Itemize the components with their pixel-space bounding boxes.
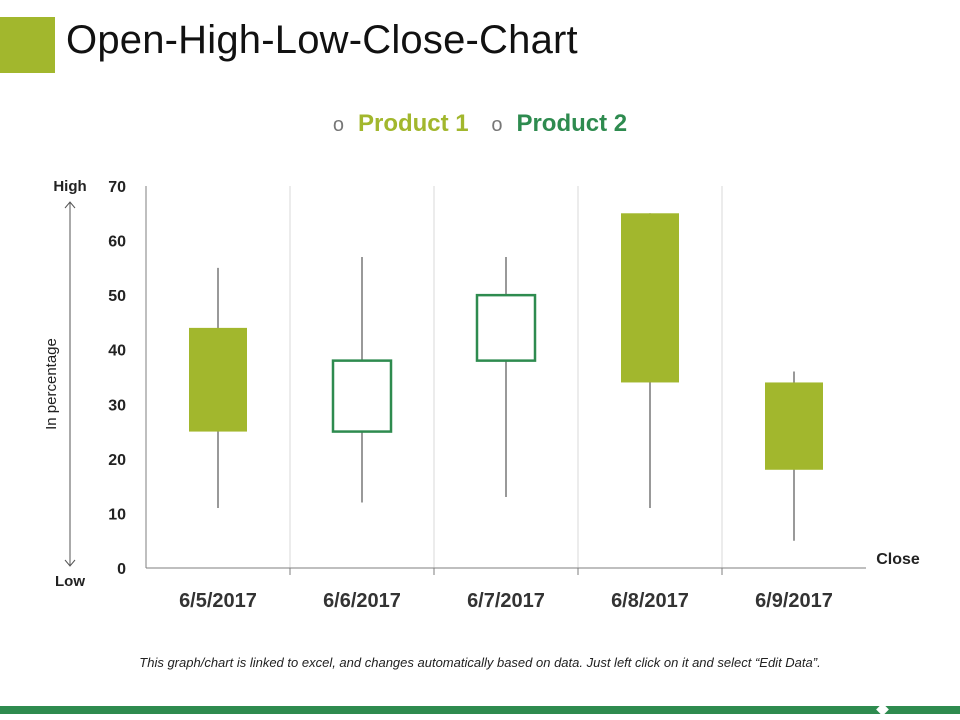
y-tick-label: 40 <box>108 343 126 360</box>
arrow-down-icon <box>64 559 76 567</box>
y-tick-label: 10 <box>108 506 126 523</box>
y-tick-label: 50 <box>108 288 126 305</box>
y-tick-label: 60 <box>108 234 126 251</box>
arrow-up-icon <box>64 201 76 209</box>
candle-body <box>189 327 247 432</box>
y-tick-label: 30 <box>108 397 126 414</box>
x-axis-title: Close <box>876 551 920 568</box>
footnote: This graph/chart is linked to excel, and… <box>139 655 821 670</box>
legend-label-product-1: Product 1 <box>357 110 469 137</box>
legend-marker-circle: o <box>332 114 344 136</box>
bottom-bar <box>0 706 960 714</box>
x-tick-label: 6/8/2017 <box>611 590 689 612</box>
candle-body <box>765 382 823 470</box>
legend-marker-circle: o <box>491 114 503 136</box>
ohlc-chart: 0 10 20 30 40 50 60 70 6/5/2017 6/6/2017 6/7/2017 6… <box>43 178 920 612</box>
y-tick-label: 70 <box>108 179 126 196</box>
y-high-label: High <box>53 178 86 195</box>
candle-body <box>475 293 537 362</box>
legend-item-product-2: o Product 2 <box>491 110 627 138</box>
y-low-label: Low <box>55 573 85 590</box>
y-tick-label: 20 <box>108 452 126 469</box>
chart-legend: o Product 1 o Product 2 <box>0 110 960 138</box>
x-tick-label: 6/9/2017 <box>755 590 833 612</box>
candle-body <box>331 359 393 433</box>
page-title: Open-High-Low-Close-Chart <box>66 18 578 62</box>
candle-body <box>621 213 679 383</box>
legend-item-product-1: o Product 1 <box>333 110 469 138</box>
y-tick-label: 0 <box>117 561 126 578</box>
x-tick-label: 6/5/2017 <box>179 590 257 612</box>
x-tick-label: 6/7/2017 <box>467 590 545 612</box>
x-tick-label: 6/6/2017 <box>323 590 401 612</box>
y-axis-title: In percentage <box>43 338 60 430</box>
legend-label-product-2: Product 2 <box>516 110 628 137</box>
title-accent-square <box>0 17 55 73</box>
